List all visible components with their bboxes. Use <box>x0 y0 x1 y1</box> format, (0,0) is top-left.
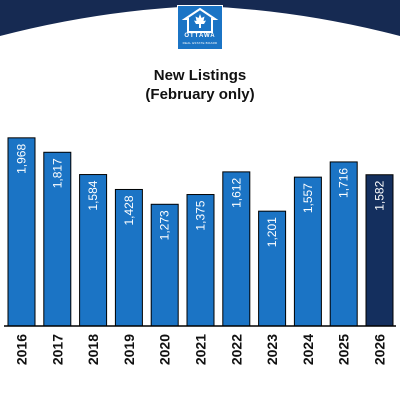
x-tick-2019: 2019 <box>121 334 137 365</box>
x-tick-2020: 2020 <box>157 334 173 365</box>
bar-2018 <box>79 174 108 327</box>
x-tick-2016: 2016 <box>14 334 30 365</box>
x-tick-2023: 2023 <box>264 334 280 365</box>
chart-title: New Listings <box>153 67 247 84</box>
x-tick-2026: 2026 <box>372 334 388 365</box>
x-tick-2022: 2022 <box>228 334 244 365</box>
bar-2016 <box>7 137 36 327</box>
data-label-2023: 1,201 <box>265 217 279 247</box>
x-tick-2025: 2025 <box>336 334 352 365</box>
bar-2026 <box>365 174 394 327</box>
logo-subtitle: REAL ESTATE BOARD <box>182 41 218 45</box>
bar-2024 <box>293 176 322 327</box>
bar-2023 <box>258 210 287 327</box>
data-label-2022: 1,612 <box>229 178 243 208</box>
bar-2021 <box>186 194 215 327</box>
x-tick-2017: 2017 <box>49 334 65 365</box>
house-maple-leaf-icon <box>181 7 219 33</box>
data-label-2025: 1,716 <box>337 168 351 198</box>
data-label-2026: 1,582 <box>373 180 387 210</box>
logo-name: OTTAWA <box>184 33 216 39</box>
logo: OTTAWA REAL ESTATE BOARD <box>177 5 223 50</box>
x-tick-2021: 2021 <box>193 334 209 365</box>
data-label-2017: 1,817 <box>50 158 64 188</box>
data-label-2016: 1,968 <box>15 144 29 174</box>
chart-subtitle: (February only) <box>145 86 255 103</box>
data-label-2019: 1,428 <box>122 195 136 225</box>
bar-2020 <box>150 203 179 327</box>
data-label-2021: 1,375 <box>194 200 208 230</box>
bar-2022 <box>222 171 251 327</box>
x-tick-2018: 2018 <box>85 334 101 365</box>
x-tick-2024: 2024 <box>300 334 316 365</box>
data-label-2020: 1,273 <box>158 210 172 240</box>
data-label-2024: 1,557 <box>301 183 315 213</box>
chart-title-block: New Listings (February only) <box>0 66 400 104</box>
bar-2017 <box>43 151 72 327</box>
bar-2019 <box>114 188 143 327</box>
data-label-2018: 1,584 <box>86 180 100 210</box>
header-band <box>0 0 400 36</box>
bar-2025 <box>329 161 358 327</box>
